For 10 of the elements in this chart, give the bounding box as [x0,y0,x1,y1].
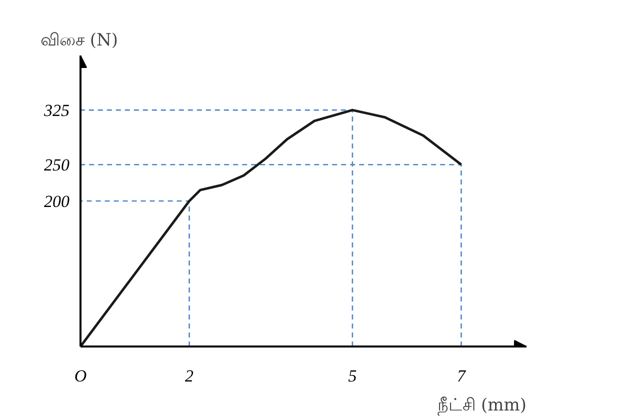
x-axis-title: நீட்சி (mm) [438,396,527,416]
x-tick-label: 5 [348,366,357,386]
y-axis-title: விசை (N) [40,30,118,50]
y-tick-label: 200 [44,192,70,211]
line-series [80,108,462,346]
y-tick-label: 325 [43,101,70,120]
y-tick-label: 250 [44,156,70,175]
x-tick-label: 7 [456,366,467,386]
x-tick-label: O [74,366,87,386]
x-tick-label: 2 [185,366,194,386]
